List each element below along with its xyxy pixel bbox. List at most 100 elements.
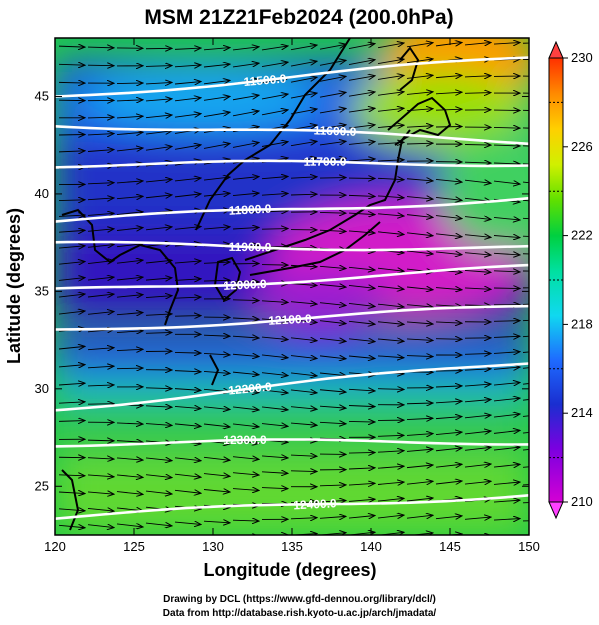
contour-label: 12300.0 — [223, 433, 267, 447]
wind-arrow — [493, 288, 520, 289]
wind-arrow — [493, 398, 520, 401]
wind-arrow — [290, 77, 317, 83]
wind-arrow — [58, 383, 85, 385]
wind-arrow — [522, 502, 529, 504]
wind-arrow — [232, 354, 259, 356]
wind-arrow — [319, 44, 346, 50]
wind-arrow — [174, 352, 201, 353]
wind-arrow — [464, 399, 491, 401]
wind-arrow — [58, 215, 85, 216]
wind-arrow — [204, 537, 230, 538]
colorbar-tick-label: 230 — [571, 50, 593, 65]
figure-title: MSM 21Z21Feb2024 (200.0hPa) — [144, 6, 453, 29]
wind-arrow — [377, 59, 404, 65]
wind-arrow — [319, 284, 346, 287]
wind-arrow — [203, 335, 230, 336]
wind-arrow — [377, 339, 404, 341]
wind-arrow — [435, 75, 462, 77]
wind-arrow — [464, 162, 491, 163]
wind-arrow — [435, 464, 462, 467]
wind-arrow — [232, 142, 259, 148]
wind-arrow — [203, 521, 230, 523]
wind-arrow — [493, 464, 520, 467]
wind-arrow — [494, 537, 520, 538]
wind-arrow — [348, 405, 375, 406]
wind-arrow — [87, 213, 114, 215]
lon-tick-label: 120 — [44, 539, 66, 554]
wind-arrow — [377, 196, 404, 198]
wind-arrow — [348, 468, 375, 469]
wind-arrow — [348, 92, 375, 97]
wind-arrow — [348, 339, 375, 342]
wind-arrow — [203, 112, 230, 118]
wind-arrow — [377, 214, 404, 216]
wind-arrow — [87, 475, 114, 477]
wind-arrow — [319, 390, 346, 392]
wind-arrow — [493, 447, 520, 450]
lat-tick-label: 35 — [35, 283, 49, 298]
wind-arrow — [522, 127, 529, 129]
wind-arrow — [58, 46, 85, 47]
wind-arrow — [232, 227, 259, 229]
wind-arrow — [348, 231, 375, 233]
wind-arrow — [522, 431, 529, 434]
wind-arrow — [58, 151, 85, 152]
wind-arrow — [522, 163, 529, 165]
longitude-axis: 120 125 130 135 140 145 150 — [44, 38, 540, 554]
wind-arrow — [87, 440, 114, 441]
wind-arrow — [232, 407, 259, 410]
contour-label: 11800.0 — [228, 202, 272, 218]
wind-arrow — [116, 244, 143, 247]
wind-arrow — [145, 278, 172, 280]
wind-arrow — [348, 303, 375, 306]
wind-arrow — [377, 515, 404, 518]
colorbar-tick-label: 226 — [571, 139, 593, 154]
wind-arrow — [145, 523, 172, 526]
latitude-axis: 25 30 35 40 45 — [35, 88, 529, 493]
wind-arrow — [522, 351, 529, 353]
wind-arrow — [464, 42, 491, 44]
colorbar-tick-label: 214 — [571, 405, 593, 420]
wind-arrow — [348, 267, 375, 270]
wind-arrow — [348, 76, 375, 81]
wind-arrow — [232, 489, 259, 491]
wind-arrow — [406, 403, 433, 404]
wind-arrow — [290, 338, 317, 341]
wind-arrow — [406, 339, 433, 341]
colorbar-tick-label: 210 — [571, 494, 593, 509]
wind-arrow — [377, 178, 404, 179]
wind-arrow — [493, 271, 520, 272]
height-contour — [55, 240, 529, 252]
wind-arrow — [348, 452, 375, 453]
wind-arrow — [522, 92, 529, 94]
wind-arrow — [522, 109, 529, 111]
wind-arrow — [203, 80, 230, 83]
wind-arrow — [232, 177, 259, 180]
wind-arrow — [145, 458, 172, 461]
wind-arrow — [290, 390, 317, 393]
wind-arrow — [493, 321, 520, 322]
wind-arrow — [377, 482, 404, 484]
wind-arrow — [116, 295, 143, 298]
wind-arrow — [174, 261, 201, 263]
wind-arrow — [116, 260, 143, 263]
wind-arrow — [145, 406, 172, 407]
wind-arrow — [435, 288, 462, 290]
contour-label: 12400.0 — [293, 496, 337, 512]
wind-arrow — [116, 368, 143, 369]
wind-arrow — [58, 311, 85, 314]
wind-arrow — [261, 488, 288, 489]
wind-arrow — [406, 59, 433, 64]
wind-arrow — [145, 131, 172, 134]
wind-arrow — [377, 356, 404, 358]
wind-arrow — [116, 458, 143, 460]
wind-arrow — [522, 448, 529, 451]
wind-arrow — [290, 45, 317, 51]
wind-arrow — [261, 176, 288, 178]
wind-arrow — [87, 312, 114, 315]
wind-arrow — [87, 183, 114, 184]
wind-arrow — [146, 539, 172, 542]
contour-label: 12200.0 — [228, 379, 273, 397]
wind-arrow — [261, 94, 288, 100]
